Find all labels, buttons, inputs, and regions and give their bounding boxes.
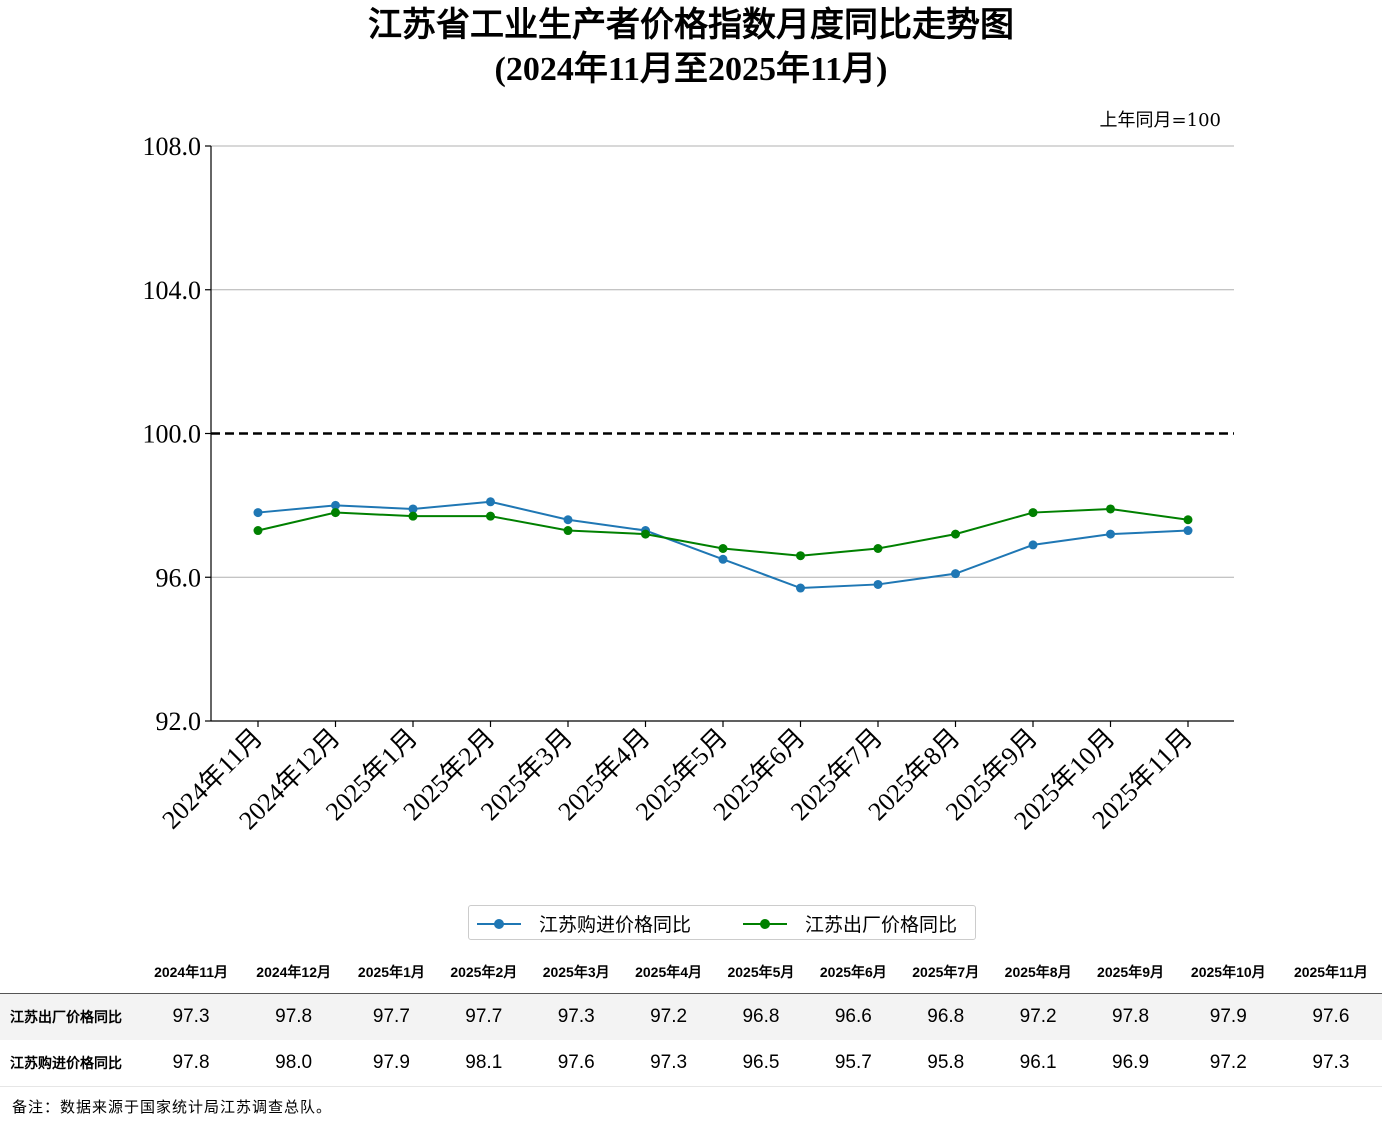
table-col-header: 2025年1月 bbox=[345, 951, 438, 994]
data-point-0 bbox=[331, 500, 340, 510]
data-point-0 bbox=[253, 508, 263, 518]
data-point-0 bbox=[408, 504, 418, 514]
table-cell: 97.8 bbox=[1084, 993, 1177, 1040]
table-row: 江苏购进价格同比 97.8 98.0 97.9 98.1 97.6 97.3 9… bbox=[0, 1040, 1382, 1087]
data-point-1 bbox=[486, 511, 495, 521]
data-point-1 bbox=[1028, 508, 1038, 518]
table-cell: 97.3 bbox=[140, 993, 243, 1040]
table-row: 江苏出厂价格同比 97.3 97.8 97.7 97.7 97.3 97.2 9… bbox=[0, 993, 1382, 1040]
table-col-header: 2025年6月 bbox=[807, 951, 900, 994]
chart-title: 江苏省工业生产者价格指数月度同比走势图 bbox=[368, 7, 1014, 44]
table-cell: 96.9 bbox=[1084, 1040, 1177, 1087]
data-point-1 bbox=[718, 544, 728, 553]
table-cell: 97.2 bbox=[991, 993, 1085, 1040]
y-tick-label: 108.0 bbox=[143, 132, 202, 161]
data-point-1 bbox=[1106, 504, 1115, 514]
data-point-0 bbox=[873, 579, 883, 589]
chart-subtitle: (2024年11月至2025年11月) bbox=[494, 51, 888, 88]
data-point-1 bbox=[1183, 515, 1193, 525]
table-cell: 97.8 bbox=[242, 993, 346, 1040]
table-cell: 95.7 bbox=[807, 1040, 900, 1087]
data-point-1 bbox=[408, 511, 418, 521]
data-point-1 bbox=[873, 544, 883, 553]
y-tick-label: 96.0 bbox=[156, 563, 202, 592]
table-cell: 97.9 bbox=[1176, 993, 1280, 1040]
legend-item-purchase: 江苏购进价格同比 bbox=[477, 906, 691, 941]
data-point-0 bbox=[1106, 529, 1115, 539]
y-tick-label: 104.0 bbox=[143, 276, 202, 305]
table-cell: 97.7 bbox=[345, 993, 438, 1040]
legend-swatch-factory bbox=[743, 914, 787, 934]
data-table: 2024年11月 2024年12月 2025年1月 2025年2月 2025年3… bbox=[0, 951, 1382, 1087]
table-cell: 98.0 bbox=[242, 1040, 346, 1087]
table-header-row: 2024年11月 2024年12月 2025年1月 2025年2月 2025年3… bbox=[0, 951, 1382, 994]
table-cell: 97.6 bbox=[529, 1040, 623, 1087]
legend-item-factory: 江苏出厂价格同比 bbox=[743, 906, 957, 941]
table-col-header: 2025年10月 bbox=[1176, 951, 1280, 994]
table-col-header: 2025年11月 bbox=[1279, 951, 1382, 994]
table-col-header: 2025年4月 bbox=[622, 951, 715, 994]
legend-swatch-purchase bbox=[477, 914, 521, 934]
table-col-header: 2024年11月 bbox=[140, 951, 243, 994]
table-cell: 97.6 bbox=[1279, 993, 1382, 1040]
unit-note: 上年同月=100 bbox=[1100, 110, 1221, 131]
table-cell: 97.9 bbox=[345, 1040, 438, 1087]
y-tick-label: 100.0 bbox=[143, 420, 202, 449]
data-point-0 bbox=[951, 569, 960, 579]
table-row-label: 江苏出厂价格同比 bbox=[0, 993, 140, 1040]
table-col-header: 2025年9月 bbox=[1084, 951, 1177, 994]
data-point-0 bbox=[563, 515, 573, 525]
data-point-0 bbox=[1183, 526, 1193, 536]
data-point-0 bbox=[486, 497, 495, 507]
table-cell: 97.2 bbox=[1176, 1040, 1280, 1087]
table-cell: 97.8 bbox=[140, 1040, 243, 1087]
table-col-header: 2025年5月 bbox=[714, 951, 808, 994]
table-col-header: 2025年3月 bbox=[529, 951, 623, 994]
table-cell: 97.7 bbox=[437, 993, 530, 1040]
table-cell: 96.8 bbox=[714, 993, 808, 1040]
table-cell: 96.1 bbox=[991, 1040, 1085, 1087]
data-point-0 bbox=[718, 554, 728, 564]
table-col-header: 2025年2月 bbox=[437, 951, 530, 994]
source-note: 备注：数据来源于国家统计局江苏调查总队。 bbox=[12, 1098, 333, 1116]
table-cell: 96.8 bbox=[899, 993, 992, 1040]
legend: 江苏购进价格同比 江苏出厂价格同比 bbox=[468, 905, 976, 940]
table-cell: 97.3 bbox=[1279, 1040, 1382, 1087]
legend-label-purchase: 江苏购进价格同比 bbox=[539, 914, 692, 936]
table-row-label: 江苏购进价格同比 bbox=[0, 1040, 140, 1087]
table-col-header: 2025年7月 bbox=[899, 951, 992, 994]
table-cell: 95.8 bbox=[899, 1040, 992, 1087]
data-point-1 bbox=[951, 529, 960, 539]
data-point-1 bbox=[331, 508, 340, 518]
table-col-header: 2024年12月 bbox=[242, 951, 346, 994]
table-col-header: 2025年8月 bbox=[991, 951, 1085, 994]
data-point-0 bbox=[796, 583, 805, 593]
table-cell: 96.5 bbox=[714, 1040, 808, 1087]
table-cell: 97.3 bbox=[622, 1040, 715, 1087]
table-cell: 97.3 bbox=[529, 993, 623, 1040]
data-point-1 bbox=[563, 526, 573, 536]
legend-label-factory: 江苏出厂价格同比 bbox=[805, 914, 958, 936]
data-point-1 bbox=[796, 551, 805, 561]
table-cell: 97.2 bbox=[622, 993, 715, 1040]
table-corner bbox=[0, 951, 140, 994]
table-cell: 98.1 bbox=[437, 1040, 530, 1087]
table-cell: 96.6 bbox=[807, 993, 900, 1040]
y-tick-label: 92.0 bbox=[156, 707, 202, 736]
data-point-1 bbox=[253, 526, 263, 536]
data-point-0 bbox=[1028, 540, 1038, 550]
data-point-1 bbox=[641, 529, 650, 539]
